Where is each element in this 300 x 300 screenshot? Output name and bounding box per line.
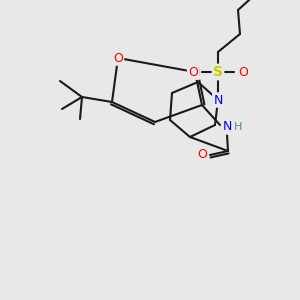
Text: O: O <box>238 65 248 79</box>
Text: H: H <box>234 122 242 132</box>
Text: S: S <box>213 65 223 79</box>
Text: O: O <box>197 148 207 161</box>
Text: O: O <box>188 65 198 79</box>
Text: N: N <box>213 94 223 106</box>
Text: N: N <box>222 121 232 134</box>
Text: O: O <box>113 52 123 64</box>
Text: N: N <box>190 65 200 79</box>
